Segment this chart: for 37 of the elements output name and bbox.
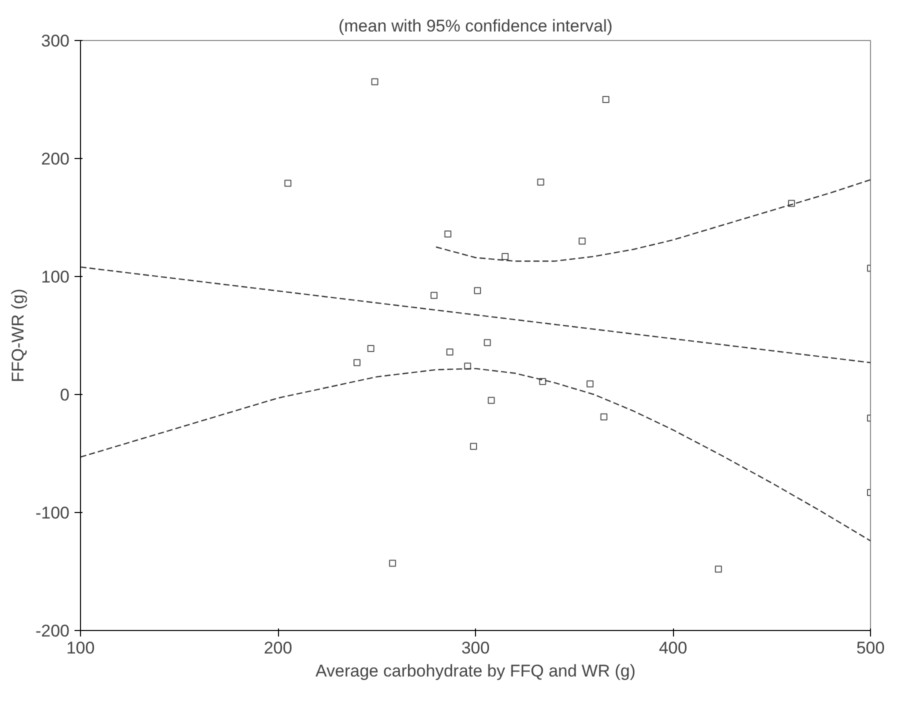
line-series bbox=[80, 368, 870, 542]
y-axis-title: FFQ-WR (g) bbox=[8, 288, 28, 382]
x-axis-title: Average carbohydrate by FFQ and WR (g) bbox=[316, 662, 636, 680]
point bbox=[788, 200, 795, 207]
point bbox=[484, 339, 491, 346]
point bbox=[586, 380, 594, 388]
point bbox=[470, 442, 478, 450]
y-tick-label: 100 bbox=[41, 268, 70, 286]
point bbox=[537, 178, 544, 186]
x-tick-label: 500 bbox=[856, 638, 885, 658]
y-tick-label: -100 bbox=[35, 504, 70, 522]
point bbox=[578, 238, 586, 245]
y-tick-label: -200 bbox=[35, 622, 70, 640]
point bbox=[602, 96, 610, 103]
point bbox=[371, 78, 378, 86]
y-tick-label: 200 bbox=[41, 150, 70, 168]
point bbox=[430, 292, 438, 299]
x-tick-label: 100 bbox=[66, 638, 95, 658]
point bbox=[502, 252, 509, 260]
chart-title: (mean with 95% confidence interval) bbox=[338, 16, 613, 36]
point bbox=[444, 230, 452, 238]
point bbox=[446, 348, 454, 356]
point bbox=[389, 560, 396, 567]
x-tick-label: 400 bbox=[658, 638, 688, 658]
point bbox=[714, 566, 722, 573]
point bbox=[488, 396, 495, 404]
line-series bbox=[435, 179, 870, 262]
point bbox=[539, 378, 546, 386]
x-tick-label: 200 bbox=[264, 638, 292, 658]
point bbox=[284, 180, 292, 187]
y-tick-label: 0 bbox=[60, 386, 70, 404]
y-tick-label: 300 bbox=[41, 32, 70, 50]
point bbox=[354, 359, 360, 366]
point bbox=[367, 344, 374, 352]
point bbox=[474, 287, 481, 294]
x-tick-label: 300 bbox=[461, 638, 490, 658]
point bbox=[600, 413, 608, 420]
